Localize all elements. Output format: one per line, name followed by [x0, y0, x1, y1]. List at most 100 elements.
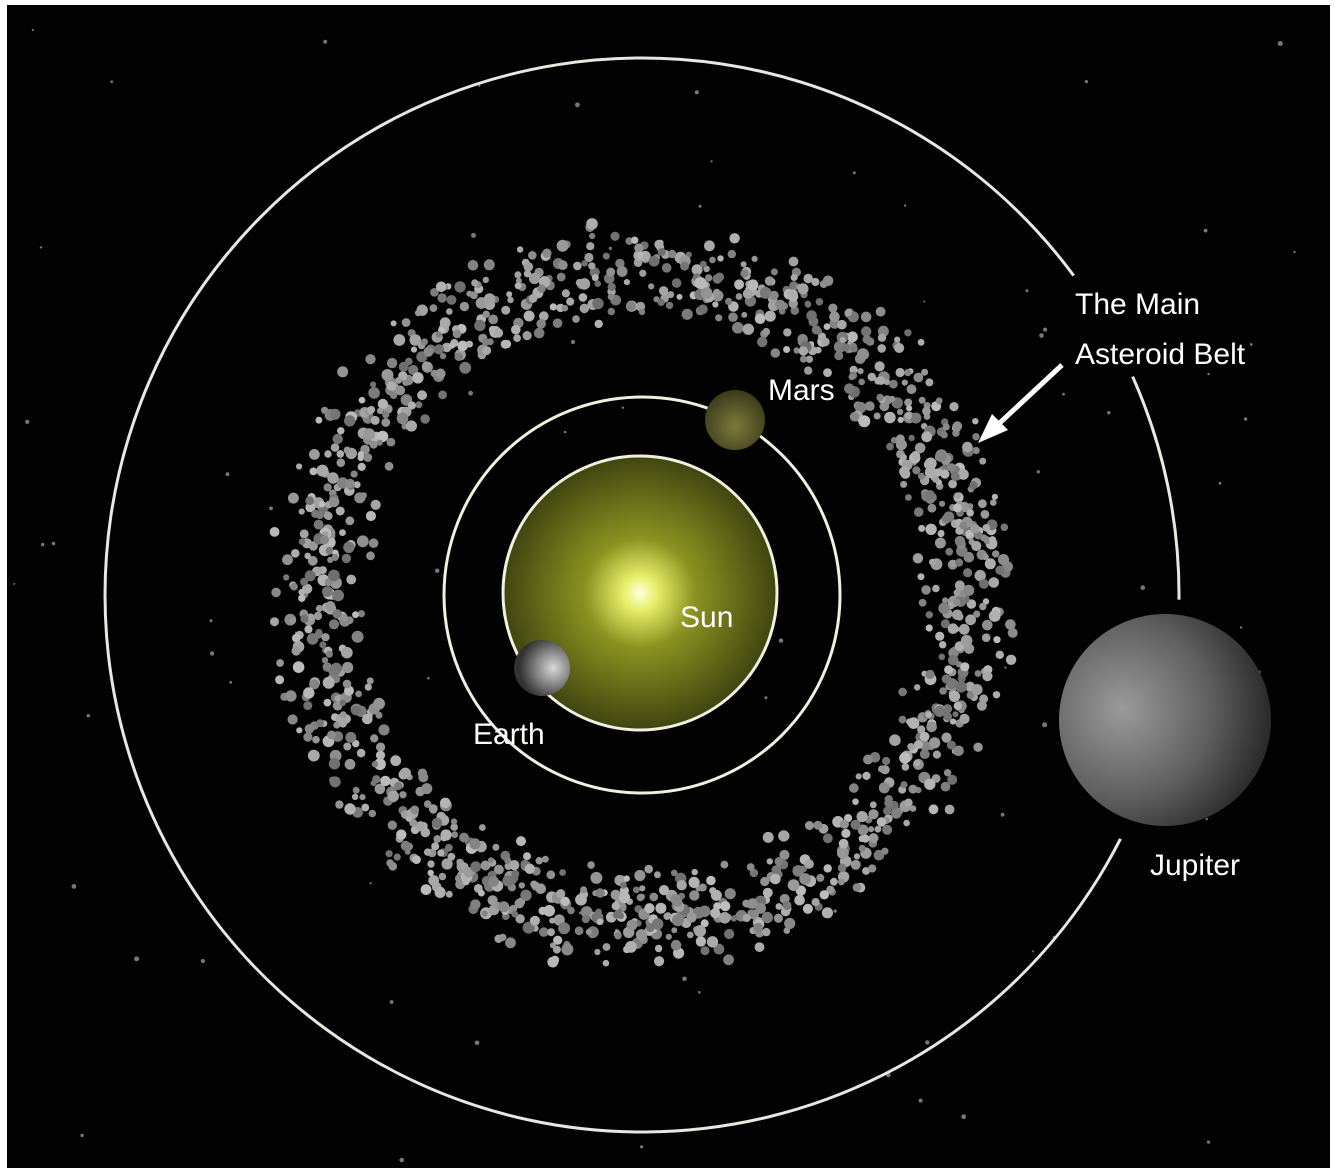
asteroid [851, 346, 858, 353]
asteroid [353, 787, 360, 794]
asteroid [912, 466, 920, 474]
asteroid [717, 255, 723, 261]
asteroid [474, 320, 485, 331]
asteroid [478, 890, 485, 897]
asteroid [400, 768, 411, 779]
asteroid [520, 890, 531, 901]
asteroid [408, 401, 416, 409]
star [1250, 343, 1253, 346]
asteroid [993, 636, 1000, 643]
asteroid [815, 347, 822, 354]
asteroid [305, 570, 316, 581]
asteroid [388, 791, 399, 802]
asteroid [955, 559, 963, 567]
asteroid [430, 304, 438, 312]
star [575, 102, 580, 107]
asteroid [919, 397, 926, 404]
star [1207, 373, 1209, 375]
asteroid [438, 391, 447, 400]
page: Sun Earth Mars Jupiter The Main Asteroid… [0, 0, 1335, 1173]
asteroid [800, 356, 807, 363]
asteroid [783, 901, 792, 910]
asteroid [898, 417, 904, 423]
asteroid [488, 876, 499, 887]
asteroid [566, 298, 574, 306]
asteroid [355, 691, 362, 698]
asteroid [424, 347, 434, 357]
asteroid [932, 585, 940, 593]
asteroid [783, 346, 790, 353]
asteroid [610, 232, 619, 241]
asteroid [316, 719, 324, 727]
asteroid [457, 341, 468, 352]
asteroid [296, 463, 302, 469]
asteroid [344, 447, 351, 454]
asteroid [929, 559, 936, 566]
asteroid [483, 311, 490, 318]
asteroid [343, 542, 354, 553]
asteroid [963, 568, 972, 577]
asteroid [270, 617, 279, 626]
asteroid [373, 698, 385, 710]
asteroid [904, 399, 912, 407]
asteroid [969, 481, 977, 489]
asteroid [1008, 628, 1018, 638]
asteroid [715, 273, 724, 282]
asteroid [388, 821, 397, 830]
asteroid [989, 577, 1000, 588]
asteroid [300, 615, 308, 623]
asteroid [671, 927, 677, 933]
asteroid [579, 278, 591, 290]
star [853, 171, 856, 174]
asteroid [330, 409, 341, 420]
asteroid [470, 899, 480, 909]
star [640, 1145, 643, 1148]
asteroid [822, 907, 833, 918]
asteroid [852, 798, 859, 805]
asteroid [889, 396, 895, 402]
asteroid [687, 932, 694, 939]
star [229, 681, 232, 684]
asteroid [935, 450, 947, 462]
asteroid [296, 727, 302, 733]
asteroid [921, 431, 932, 442]
asteroid [941, 782, 951, 792]
asteroid [948, 463, 956, 471]
asteroid [778, 830, 789, 841]
star [226, 472, 230, 476]
asteroid [915, 443, 926, 454]
asteroid [868, 373, 876, 381]
star [475, 1041, 480, 1046]
asteroid [861, 835, 869, 843]
asteroid [559, 869, 566, 876]
mars [705, 390, 765, 450]
asteroid [517, 246, 523, 252]
asteroid [944, 511, 955, 522]
asteroid [876, 394, 883, 401]
star [1244, 417, 1247, 420]
asteroid [763, 328, 771, 336]
asteroid [926, 712, 932, 718]
asteroid [459, 362, 471, 374]
asteroid [862, 772, 870, 780]
asteroid [363, 428, 375, 440]
asteroid [558, 922, 570, 934]
asteroid [339, 529, 346, 536]
asteroid [390, 755, 401, 766]
asteroid [975, 670, 982, 677]
asteroid [935, 538, 946, 549]
asteroid [982, 554, 989, 561]
asteroid [682, 309, 693, 320]
asteroid [385, 462, 394, 471]
asteroid [918, 339, 925, 346]
asteroid [701, 946, 710, 955]
star [1204, 229, 1208, 233]
asteroid [944, 665, 953, 674]
asteroid [524, 311, 535, 322]
asteroid [913, 553, 923, 563]
star [1141, 585, 1146, 590]
asteroid [909, 785, 918, 794]
asteroid [955, 580, 965, 590]
asteroid [953, 711, 959, 717]
asteroid [853, 883, 861, 891]
